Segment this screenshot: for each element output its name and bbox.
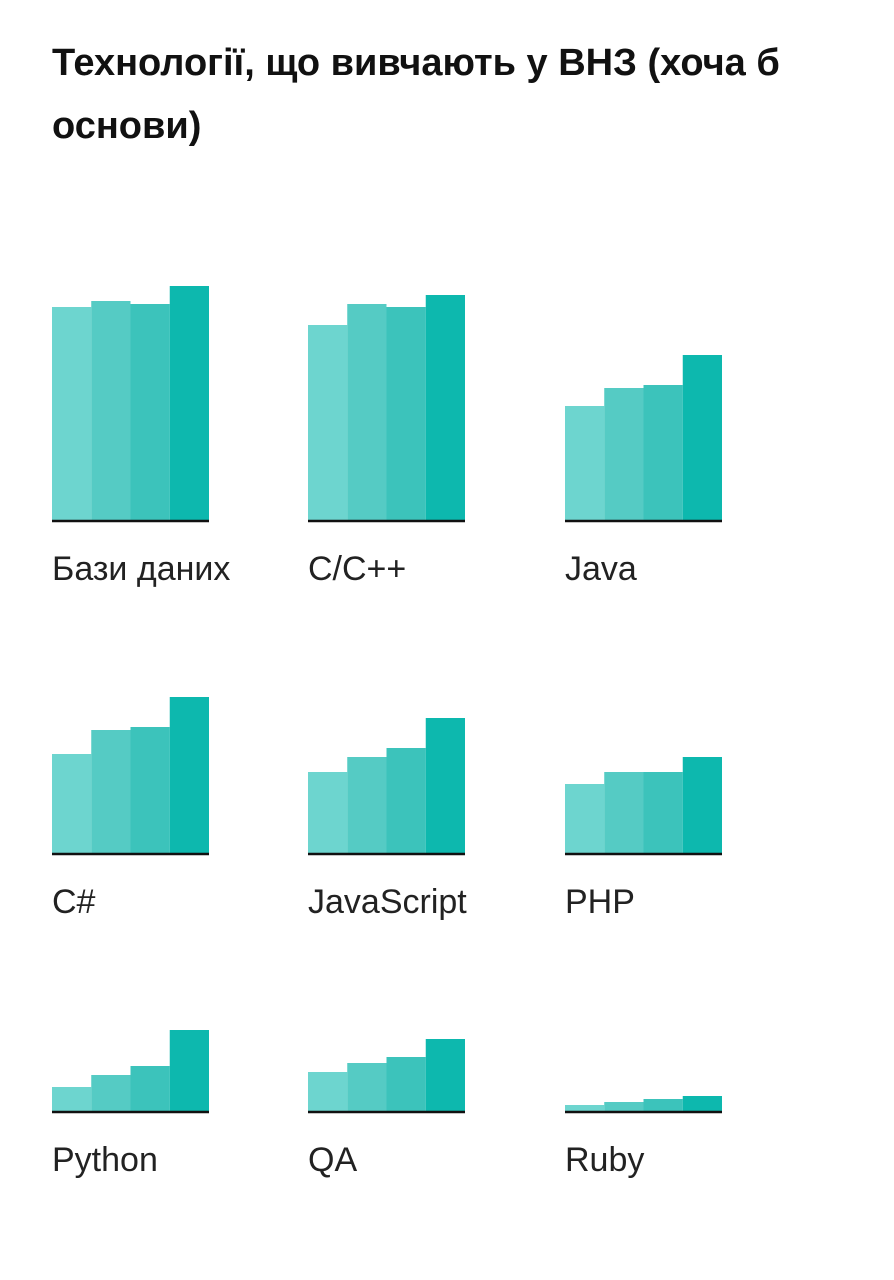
panel-label: Бази даних [52,550,230,588]
bar [308,1072,348,1111]
bar [308,772,348,853]
bar [91,1075,131,1111]
bar [130,1066,170,1111]
bar [386,307,426,520]
bar [604,388,644,520]
bar [169,286,209,520]
bar [682,1096,722,1111]
bar [52,307,92,520]
bar [308,325,348,520]
bar [643,772,683,853]
panel-label: QA [308,1141,357,1179]
bar [604,772,644,853]
panel-label: C# [52,883,96,921]
bar [347,757,387,853]
bar [386,748,426,853]
bar [347,1063,387,1111]
bar [169,697,209,853]
bar [643,385,683,520]
panel-label: PHP [565,883,635,921]
bar [91,730,131,853]
bar [643,1099,683,1111]
panel-label: Java [565,550,637,588]
bar [565,784,605,853]
bar [565,406,605,520]
bar [386,1057,426,1111]
bar [425,718,465,853]
panel-label: Ruby [565,1141,644,1179]
bar [425,1039,465,1111]
bar [604,1102,644,1111]
panel-label: JavaScript [308,883,467,921]
bar [347,304,387,520]
bar [682,355,722,520]
bar [682,757,722,853]
bar [91,301,131,520]
bar [52,1087,92,1111]
chart-title: Технології, що вивчають у ВНЗ (хоча б ос… [52,42,780,147]
bar [130,727,170,853]
bar [565,1105,605,1111]
panel-label: Python [52,1141,158,1179]
bar [169,1030,209,1111]
bar [130,304,170,520]
panel-label: C/C++ [308,550,406,588]
bar [425,295,465,520]
bar [52,754,92,853]
